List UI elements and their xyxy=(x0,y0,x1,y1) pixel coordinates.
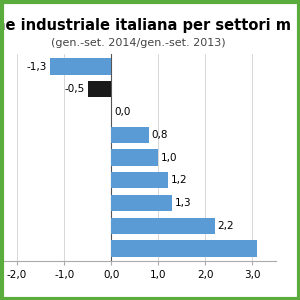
Text: (gen.-set. 2014/gen.-set. 2013): (gen.-set. 2014/gen.-set. 2013) xyxy=(51,38,225,48)
Bar xyxy=(50,58,111,75)
Bar xyxy=(111,127,149,143)
Text: 1,2: 1,2 xyxy=(171,175,187,185)
Bar xyxy=(111,195,172,211)
Text: one industriale italiana per settori m: one industriale italiana per settori m xyxy=(0,18,291,33)
Text: 0,8: 0,8 xyxy=(152,130,168,140)
Text: 1,3: 1,3 xyxy=(175,198,192,208)
Bar xyxy=(111,240,257,257)
Text: -0,5: -0,5 xyxy=(65,84,85,94)
Text: 0,0: 0,0 xyxy=(114,107,130,117)
Text: 2,2: 2,2 xyxy=(218,221,234,231)
Text: -1,3: -1,3 xyxy=(27,61,47,71)
Bar xyxy=(111,149,158,166)
Bar xyxy=(88,81,111,98)
Text: 1,0: 1,0 xyxy=(161,152,178,163)
Bar xyxy=(111,218,215,234)
Bar xyxy=(111,172,168,188)
